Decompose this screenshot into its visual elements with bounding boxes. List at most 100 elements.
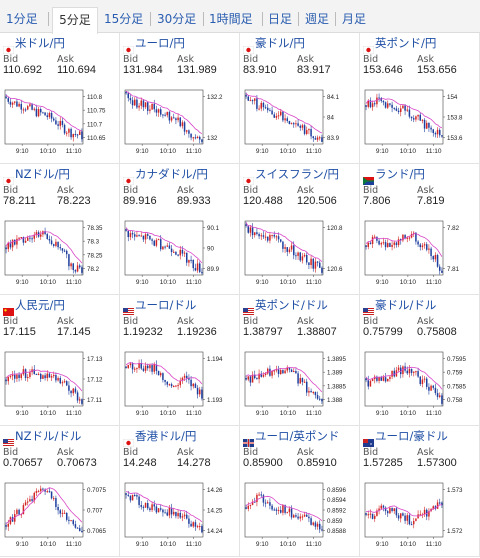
candlestick-chart[interactable]: 1.194 1.193 9:10 10:10 11:10	[122, 349, 238, 421]
candle-body	[397, 367, 400, 371]
candle-body	[436, 255, 439, 267]
x-tick-label: 9:10	[376, 148, 389, 155]
pair-name-link[interactable]: カナダドル/円	[135, 167, 208, 181]
candle-body	[175, 251, 177, 255]
currency-pair-card[interactable]: ユーロ/英ポンド Bid Ask 0.85900 0.85910 0.8596 0.8594…	[240, 426, 360, 557]
pair-name-link[interactable]: スイスフラン/円	[255, 167, 340, 181]
y-tick-label: 0.859	[327, 518, 343, 525]
candle-body	[127, 93, 130, 99]
tab-30min[interactable]: 30分足	[157, 12, 197, 26]
currency-pair-card[interactable]: ランド/円 Bid Ask 7.806 7.819 7.82 7.81 9:10 10:10 11…	[360, 164, 480, 295]
candlestick-chart[interactable]: 14.26 14.25 14.24 9:10 10:10 11:10	[122, 480, 238, 552]
currency-pair-card[interactable]: NZドル/円 Bid Ask 78.211 78.223 78.35 78.3 78.25 78…	[0, 164, 120, 295]
candlestick-chart[interactable]: 110.8 110.75 110.7 110.65 9:10 10:10 11:10	[2, 87, 118, 159]
candlestick-chart[interactable]: 90.1 90 89.9 9:10 10:10 11:10	[122, 218, 238, 290]
x-tick-label: 9:10	[256, 410, 269, 417]
tab-monthly[interactable]: 月足	[342, 12, 367, 26]
candle-body	[74, 388, 77, 393]
candlestick-chart[interactable]: 1.3895 1.389 1.3885 1.388 9:10 10:10 11:10	[242, 349, 358, 421]
moving-average-line	[125, 90, 203, 135]
currency-pair-card[interactable]: 英ポンド/ドル Bid Ask 1.38797 1.38807 1.3895 1.389 1.…	[240, 295, 360, 426]
candle-body	[5, 96, 7, 99]
candle-body	[292, 515, 295, 518]
candle-body	[142, 368, 145, 371]
pair-name-link[interactable]: 豪ドル/ドル	[375, 298, 437, 312]
currency-pair-card[interactable]: 英ポンド/円 Bid Ask 153.646 153.656 154 153.8 153.6 9…	[360, 33, 480, 164]
pair-name-link[interactable]: ユーロ/豪ドル	[375, 429, 448, 443]
candlestick-chart[interactable]: 120.8 120.6 9:10 10:10 11:10	[242, 218, 358, 290]
bid-value: 78.211	[3, 195, 36, 207]
pair-name-link[interactable]: NZドル/円	[15, 167, 70, 181]
candle-body	[402, 105, 404, 109]
candle-body	[297, 516, 299, 519]
x-tick-label: 10:10	[160, 148, 177, 155]
candle-body	[151, 103, 153, 110]
tab-1min[interactable]: 1分足	[6, 12, 38, 26]
tab-15min[interactable]: 15分足	[104, 12, 144, 26]
tab-weekly[interactable]: 週足	[305, 12, 330, 26]
candle-body	[380, 505, 383, 509]
candle-body	[33, 234, 36, 239]
pair-name-link[interactable]: 豪ドル/円	[255, 36, 305, 50]
pair-name-link[interactable]: ユーロ/ドル	[135, 298, 197, 312]
pair-name-link[interactable]: ユーロ/英ポンド	[255, 429, 340, 443]
currency-pair-card[interactable]: ユーロ/円 Bid Ask 131.984 131.989 132.2 132 9:10 10:…	[120, 33, 240, 164]
candle-body	[78, 528, 81, 531]
currency-pair-card[interactable]: ユーロ/豪ドル Bid Ask 1.57285 1.57300 1.573 1.572 9:1…	[360, 426, 480, 557]
currency-pair-card[interactable]: 人民元/円 Bid Ask 17.115 17.145 17.13 17.12 17.11 9:…	[0, 295, 120, 426]
candle-body	[308, 262, 310, 266]
candle-body	[378, 240, 380, 245]
currency-pair-card[interactable]: スイスフラン/円 Bid Ask 120.488 120.506 120.8 120.6 9:…	[240, 164, 360, 295]
candle-body	[11, 239, 14, 248]
currency-pair-card[interactable]: NZドル/ドル Bid Ask 0.70657 0.70673 0.7075 0.707 0.…	[0, 426, 120, 557]
pair-name-link[interactable]: 人民元/円	[15, 298, 65, 312]
candle-body	[247, 376, 250, 380]
candlestick-chart[interactable]: 0.7075 0.707 0.7065 9:10 10:10 11:10	[2, 480, 118, 552]
candle-body	[305, 381, 308, 393]
candlestick-chart[interactable]: 7.82 7.81 9:10 10:10 11:10	[362, 218, 478, 290]
ask-label: Ask	[57, 447, 74, 458]
ask-label: Ask	[57, 316, 74, 327]
tab-5min[interactable]: 5分足	[52, 7, 98, 34]
pair-name-link[interactable]: 英ポンド/円	[375, 36, 437, 50]
pair-name-link[interactable]: NZドル/ドル	[15, 429, 82, 443]
japan-flag-icon	[122, 170, 135, 186]
currency-pair-card[interactable]: 米ドル/円 Bid Ask 110.692 110.694 110.8 110.75 110.…	[0, 33, 120, 164]
currency-pair-card[interactable]: ユーロ/ドル Bid Ask 1.19232 1.19236 1.194 1.193 9:10…	[120, 295, 240, 426]
candle-body	[146, 503, 149, 509]
candle-body	[258, 373, 260, 380]
candle-body	[441, 395, 443, 404]
pair-name-link[interactable]: 香港ドル/円	[135, 429, 197, 443]
currency-pair-card[interactable]: カナダドル/円 Bid Ask 89.916 89.933 90.1 90 89.9 9:10 1…	[120, 164, 240, 295]
currency-pair-card[interactable]: 豪ドル/円 Bid Ask 83.910 83.917 84.1 84 83.9 9:10 10:…	[240, 33, 360, 164]
candle-body	[170, 384, 173, 387]
tab-1hour[interactable]: 1時間足	[209, 12, 253, 26]
candle-body	[312, 391, 315, 393]
candle-body	[277, 510, 280, 512]
candlestick-chart[interactable]: 0.7595 0.759 0.7585 0.758 9:10 10:10 11:10	[362, 349, 478, 421]
currency-pair-card[interactable]: 豪ドル/ドル Bid Ask 0.75799 0.75808 0.7595 0.759 0.7…	[360, 295, 480, 426]
candlestick-chart[interactable]: 84.1 84 83.9 9:10 10:10 11:10	[242, 87, 358, 159]
tab-divider	[203, 12, 204, 26]
pair-name-link[interactable]: ユーロ/円	[135, 36, 185, 50]
pair-name-link[interactable]: 英ポンド/ドル	[255, 298, 328, 312]
candlestick-chart[interactable]: 0.8596 0.8594 0.8592 0.859 0.8588 9:10 10:10 11…	[242, 480, 358, 552]
x-tick-label: 9:10	[256, 148, 269, 155]
candle-body	[129, 98, 132, 101]
pair-name-link[interactable]: ランド/円	[375, 167, 425, 181]
candle-body	[7, 376, 10, 382]
candlestick-chart[interactable]: 78.35 78.3 78.25 78.2 9:10 10:10 11:10	[2, 218, 118, 290]
candlestick-chart[interactable]: 132.2 132 9:10 10:10 11:10	[122, 87, 238, 159]
candlestick-chart[interactable]: 154 153.8 153.6 9:10 10:10 11:10	[362, 87, 478, 159]
candle-body	[5, 247, 7, 250]
pair-name-link[interactable]: 米ドル/円	[15, 36, 65, 50]
currency-pair-card[interactable]: 香港ドル/円 Bid Ask 14.248 14.278 14.26 14.25 14.24 9…	[120, 426, 240, 557]
candle-body	[42, 112, 44, 114]
candlestick-chart[interactable]: 1.573 1.572 9:10 10:10 11:10	[362, 480, 478, 552]
candle-body	[5, 379, 7, 382]
japan-flag-icon	[2, 39, 15, 55]
candle-body	[408, 237, 411, 239]
candle-body	[65, 132, 68, 134]
tab-daily[interactable]: 日足	[268, 12, 293, 26]
candlestick-chart[interactable]: 17.13 17.12 17.11 9:10 10:10 11:10	[2, 349, 118, 421]
